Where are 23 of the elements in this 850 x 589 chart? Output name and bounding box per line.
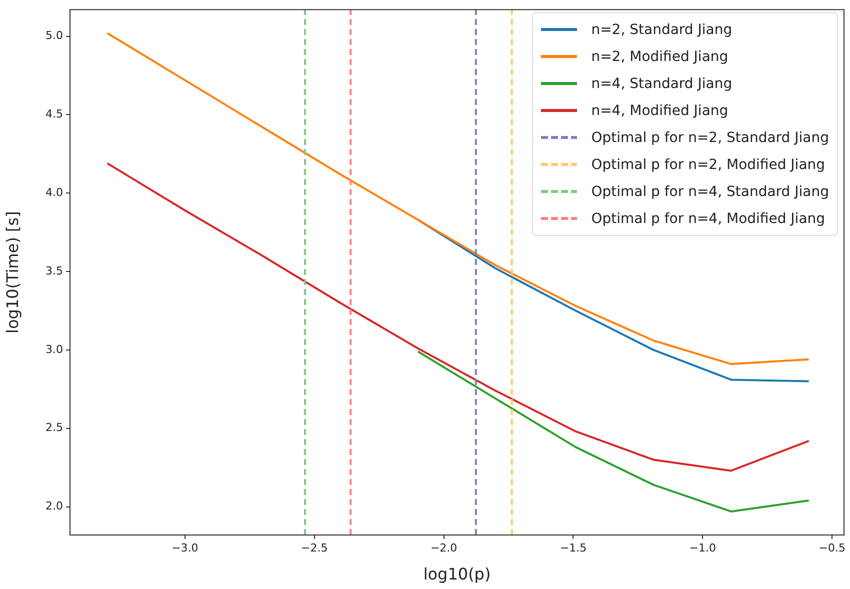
legend-label: Optimal p for n=4, Standard Jiang bbox=[591, 184, 829, 200]
y-tick-label: 4.0 bbox=[46, 186, 63, 199]
legend-label: n=2, Modified Jiang bbox=[591, 48, 728, 64]
x-tick-label: −1.0 bbox=[689, 541, 716, 554]
y-tick-label: 2.5 bbox=[46, 421, 63, 434]
x-tick-label: −2.5 bbox=[301, 541, 328, 554]
x-tick-label: −3.0 bbox=[172, 541, 198, 554]
legend-label: n=2, Standard Jiang bbox=[591, 22, 732, 38]
legend-label: Optimal p for n=2, Standard Jiang bbox=[591, 130, 829, 146]
x-tick-label: −2.0 bbox=[430, 541, 458, 554]
legend-label: Optimal p for n=2, Modified Jiang bbox=[591, 156, 826, 172]
legend-label: n=4, Modified Jiang bbox=[591, 102, 728, 118]
x-tick-label: −1.5 bbox=[560, 541, 587, 554]
x-axis-title: log10(p) bbox=[423, 564, 491, 584]
legend-label: Optimal p for n=4, Modified Jiang bbox=[591, 210, 826, 226]
y-axis-title: log10(Time) [s] bbox=[2, 211, 22, 334]
y-tick-label: 3.0 bbox=[46, 342, 63, 356]
legend-label: n=4, Standard Jiang bbox=[591, 76, 732, 92]
y-tick-label: 4.5 bbox=[46, 108, 63, 121]
x-tick-label: −0.5 bbox=[818, 541, 846, 554]
y-tick-label: 5.0 bbox=[46, 29, 63, 42]
y-tick-label: 2.0 bbox=[46, 500, 63, 513]
y-tick-label: 3.5 bbox=[46, 264, 63, 278]
